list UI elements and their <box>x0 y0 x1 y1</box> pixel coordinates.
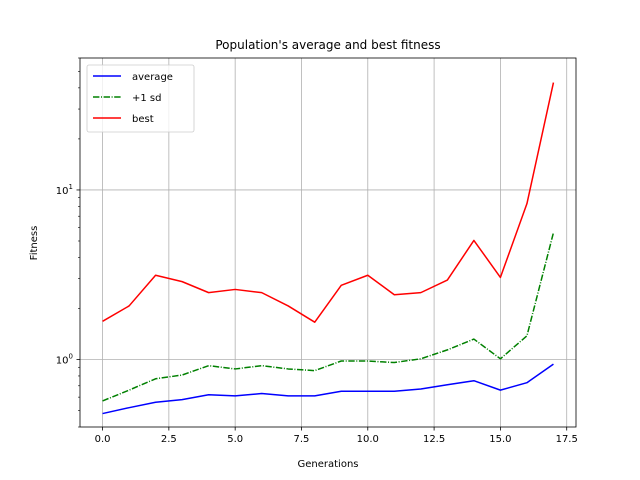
plot-frame <box>79 57 577 428</box>
x-tick-label: 5.0 <box>227 434 243 445</box>
x-tick-label: 0.0 <box>95 434 111 445</box>
y-tick-label: 100 <box>56 353 73 367</box>
x-tick-label: 15.0 <box>489 434 511 445</box>
x-tick-label: 2.5 <box>161 434 177 445</box>
legend-label-1-sd: +1 sd <box>132 93 161 104</box>
y-axis-title: Fitness <box>29 226 40 261</box>
series-line-average <box>102 363 554 415</box>
axis-ticks: 0.0 2.5 5.0 7.5 10.0 12.5 15.0 17.5 100 101 <box>56 57 578 445</box>
legend: average +1 sd best <box>86 64 195 133</box>
x-tick-label: 12.5 <box>423 434 445 445</box>
x-tick-label: 7.5 <box>294 434 310 445</box>
x-tick-label: 10.0 <box>357 434 379 445</box>
legend-label-best: best <box>132 114 154 125</box>
y-tick-label: 101 <box>56 183 73 197</box>
chart-title: Population's average and best fitness <box>215 38 440 52</box>
series-line-1-sd <box>102 232 555 402</box>
legend-label-average: average <box>132 72 173 83</box>
grid <box>80 58 576 427</box>
plot-lines <box>102 82 555 415</box>
series-line-best <box>102 82 555 323</box>
x-axis-title: Generations <box>298 459 359 470</box>
x-tick-label: 17.5 <box>556 434 578 445</box>
legend-box <box>86 64 195 133</box>
